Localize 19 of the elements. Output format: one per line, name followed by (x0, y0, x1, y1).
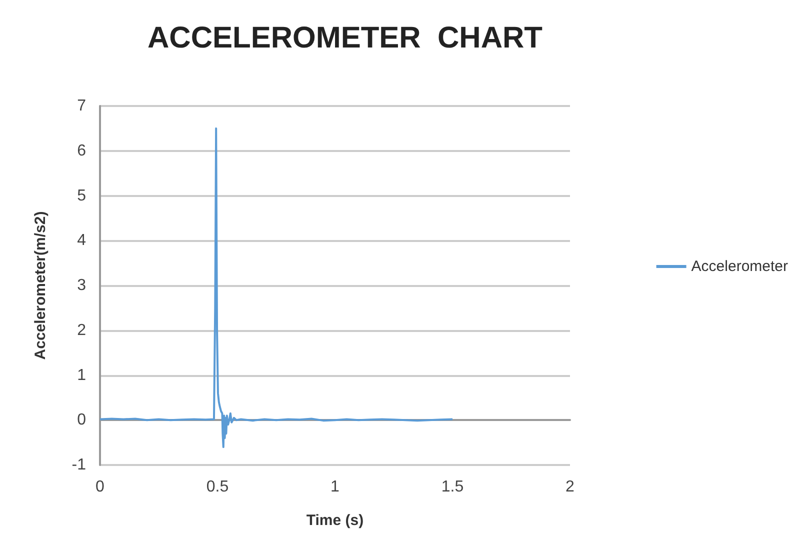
x-tick-label: 1.5 (441, 478, 464, 496)
line-series (99, 127, 454, 448)
y-tick-label: 1 (77, 366, 86, 384)
y-tick-label: 6 (77, 142, 86, 160)
y-tick-label: -1 (72, 456, 86, 474)
y-tick-label: 4 (77, 232, 86, 250)
y-axis-title: Accelerometer(m/s2) (32, 211, 49, 360)
y-tick-label: 0 (77, 412, 86, 429)
chart-title: ACCELEROMETER CHART (148, 22, 542, 54)
y-tick-label: 3 (77, 277, 86, 294)
x-tick-label: 1 (330, 478, 340, 496)
legend-label: Accelerometer (691, 258, 788, 275)
y-tick-label: 7 (77, 98, 86, 114)
x-tick-label: 2 (566, 478, 575, 496)
x-axis-title: Time (s) (306, 512, 364, 529)
y-tick-label: 2 (77, 322, 86, 339)
y-tick-label: 5 (77, 187, 86, 204)
x-tick-label: 0 (96, 478, 105, 496)
x-tick-label: 0.5 (206, 478, 229, 496)
